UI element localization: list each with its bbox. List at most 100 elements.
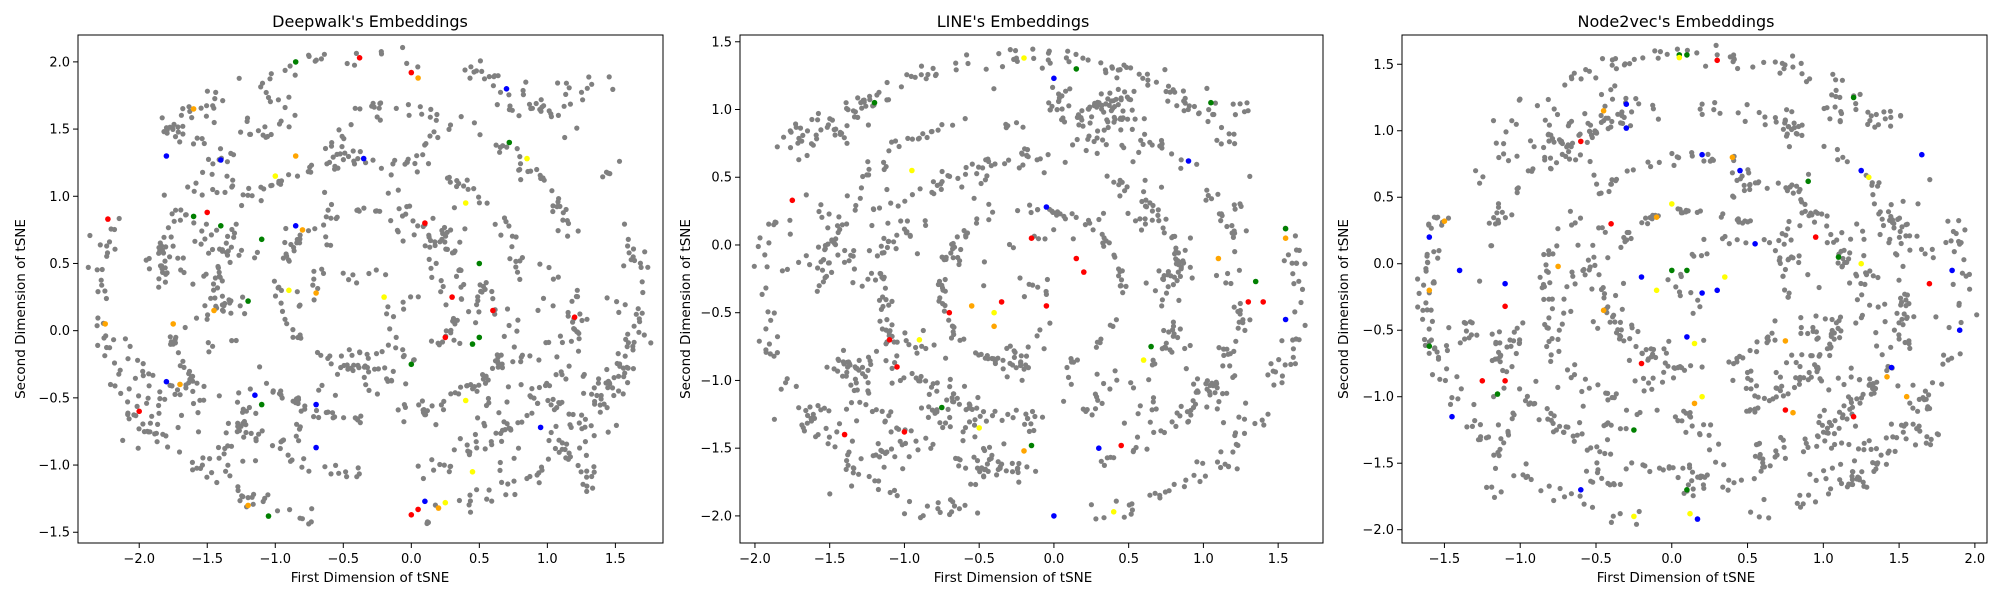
background-point (453, 273, 460, 279)
scatter-point (1081, 269, 1087, 275)
scatter-point (946, 309, 953, 316)
y-tick-label: 1.0 (711, 103, 732, 118)
background-point (827, 116, 833, 122)
background-point (1665, 277, 1671, 283)
background-point (1929, 246, 1935, 252)
background-point (1177, 413, 1183, 419)
background-point (214, 285, 221, 291)
background-point (180, 123, 186, 129)
background-point (438, 278, 444, 284)
background-point (390, 368, 396, 374)
background-point (948, 335, 955, 341)
background-point (1147, 492, 1153, 498)
background-point (1173, 261, 1179, 267)
background-point (199, 136, 205, 142)
background-point (1546, 483, 1552, 489)
background-point (330, 154, 336, 160)
background-point (1005, 411, 1011, 417)
background-point (1214, 406, 1220, 412)
background-point (1742, 118, 1748, 124)
background-point (1575, 242, 1581, 248)
background-point (1156, 268, 1162, 274)
background-point (1754, 349, 1760, 355)
background-point (497, 149, 503, 155)
background-point (1555, 384, 1561, 390)
background-point (1639, 220, 1645, 226)
background-point (1296, 337, 1302, 343)
background-point (282, 104, 288, 111)
background-point (906, 498, 913, 505)
y-tick-label: 0.0 (711, 238, 732, 253)
background-point (845, 452, 851, 458)
background-point (1855, 446, 1862, 452)
background-point (1111, 114, 1117, 120)
background-point (442, 239, 448, 245)
background-point (1698, 253, 1705, 259)
background-point (1416, 290, 1422, 296)
background-point (1063, 55, 1069, 61)
background-point (1232, 432, 1238, 439)
background-point (1746, 170, 1752, 176)
background-point (1094, 150, 1100, 156)
background-point (1927, 177, 1933, 183)
background-point (278, 439, 284, 445)
background-point (341, 136, 347, 142)
background-point (212, 96, 218, 102)
background-point (1887, 236, 1893, 242)
background-point (178, 207, 184, 213)
background-point (1145, 82, 1151, 88)
background-point (1567, 208, 1573, 214)
background-point (1819, 422, 1825, 428)
scatter-point (1684, 334, 1690, 340)
background-point (1089, 114, 1095, 120)
background-point (1548, 358, 1554, 364)
background-point (1829, 465, 1835, 471)
background-point (199, 228, 205, 234)
background-point (270, 389, 276, 395)
background-point (221, 451, 227, 457)
background-point (267, 76, 273, 82)
scatter-point (1699, 393, 1705, 400)
background-point (1727, 54, 1733, 60)
background-point (198, 241, 204, 247)
background-point (307, 164, 313, 170)
background-point (1565, 424, 1571, 430)
background-point (832, 242, 839, 248)
background-point (1561, 296, 1567, 302)
background-point (566, 363, 572, 369)
background-point (1595, 325, 1601, 331)
background-point (883, 358, 889, 364)
background-point (621, 221, 628, 227)
background-point (1571, 372, 1578, 378)
background-point (140, 373, 146, 379)
background-point (1781, 444, 1787, 450)
background-point (1847, 250, 1853, 256)
background-point (639, 310, 645, 316)
background-point (555, 80, 561, 86)
background-point (819, 267, 826, 273)
background-point (1177, 326, 1183, 332)
background-point (250, 501, 256, 507)
background-point (1160, 225, 1166, 231)
background-point (625, 243, 631, 249)
background-point (1888, 114, 1894, 120)
background-point (1782, 117, 1788, 123)
background-point (1613, 178, 1619, 184)
background-point (1501, 385, 1507, 391)
scatter-point (422, 220, 428, 226)
background-point (807, 404, 813, 410)
scatter-point (1502, 378, 1508, 384)
background-point (537, 172, 543, 178)
scatter-point (1051, 75, 1057, 82)
background-point (941, 308, 948, 314)
background-point (1731, 194, 1737, 200)
background-point (978, 180, 984, 187)
background-point (1956, 218, 1962, 224)
background-point (1290, 337, 1296, 343)
background-point (865, 122, 872, 128)
background-point (1776, 237, 1782, 244)
background-point (1645, 159, 1651, 165)
background-point (920, 327, 926, 334)
background-point (475, 415, 481, 421)
background-point (1214, 385, 1220, 391)
